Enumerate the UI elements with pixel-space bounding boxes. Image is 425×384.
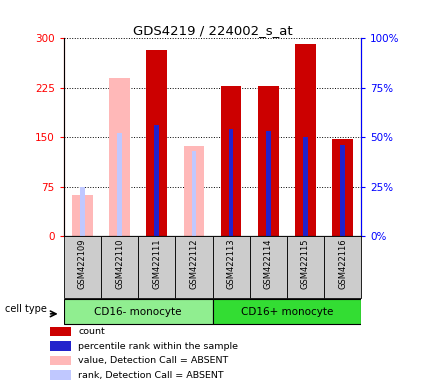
Bar — [147, 50, 167, 236]
Bar — [80, 187, 85, 236]
Bar — [138, 236, 175, 298]
Text: CD16- monocyte: CD16- monocyte — [94, 306, 182, 317]
Text: GSM422109: GSM422109 — [78, 238, 87, 288]
Bar — [340, 145, 345, 236]
Text: GSM422113: GSM422113 — [227, 238, 235, 289]
Text: cell type: cell type — [5, 305, 47, 314]
Bar — [64, 236, 101, 298]
Text: percentile rank within the sample: percentile rank within the sample — [78, 342, 238, 351]
Title: GDS4219 / 224002_s_at: GDS4219 / 224002_s_at — [133, 24, 292, 37]
Bar — [229, 129, 233, 236]
Bar — [64, 299, 212, 324]
Bar — [303, 137, 308, 236]
Text: GSM422114: GSM422114 — [264, 238, 273, 288]
Bar — [287, 236, 324, 298]
Bar — [212, 236, 249, 298]
Bar — [249, 236, 287, 298]
Bar — [332, 139, 353, 236]
Bar — [117, 133, 122, 236]
Text: count: count — [78, 327, 105, 336]
Bar — [155, 126, 159, 236]
Bar — [50, 371, 71, 380]
Text: CD16+ monocyte: CD16+ monocyte — [241, 306, 333, 317]
Text: rank, Detection Call = ABSENT: rank, Detection Call = ABSENT — [78, 371, 224, 380]
Text: GSM422110: GSM422110 — [115, 238, 124, 288]
Bar — [50, 327, 71, 336]
Bar — [258, 86, 278, 236]
Bar — [266, 131, 270, 236]
Bar — [295, 44, 316, 236]
Text: GSM422112: GSM422112 — [190, 238, 198, 288]
Bar — [50, 341, 71, 351]
Text: GSM422111: GSM422111 — [152, 238, 161, 288]
Bar — [212, 299, 361, 324]
Bar — [324, 236, 361, 298]
Bar — [109, 78, 130, 236]
Bar — [175, 236, 212, 298]
Text: value, Detection Call = ABSENT: value, Detection Call = ABSENT — [78, 356, 228, 365]
Text: GSM422116: GSM422116 — [338, 238, 347, 289]
Bar — [221, 86, 241, 236]
Bar — [50, 356, 71, 366]
Bar — [101, 236, 138, 298]
Bar — [184, 146, 204, 236]
Text: GSM422115: GSM422115 — [301, 238, 310, 288]
Bar — [72, 195, 93, 236]
Bar — [192, 151, 196, 236]
